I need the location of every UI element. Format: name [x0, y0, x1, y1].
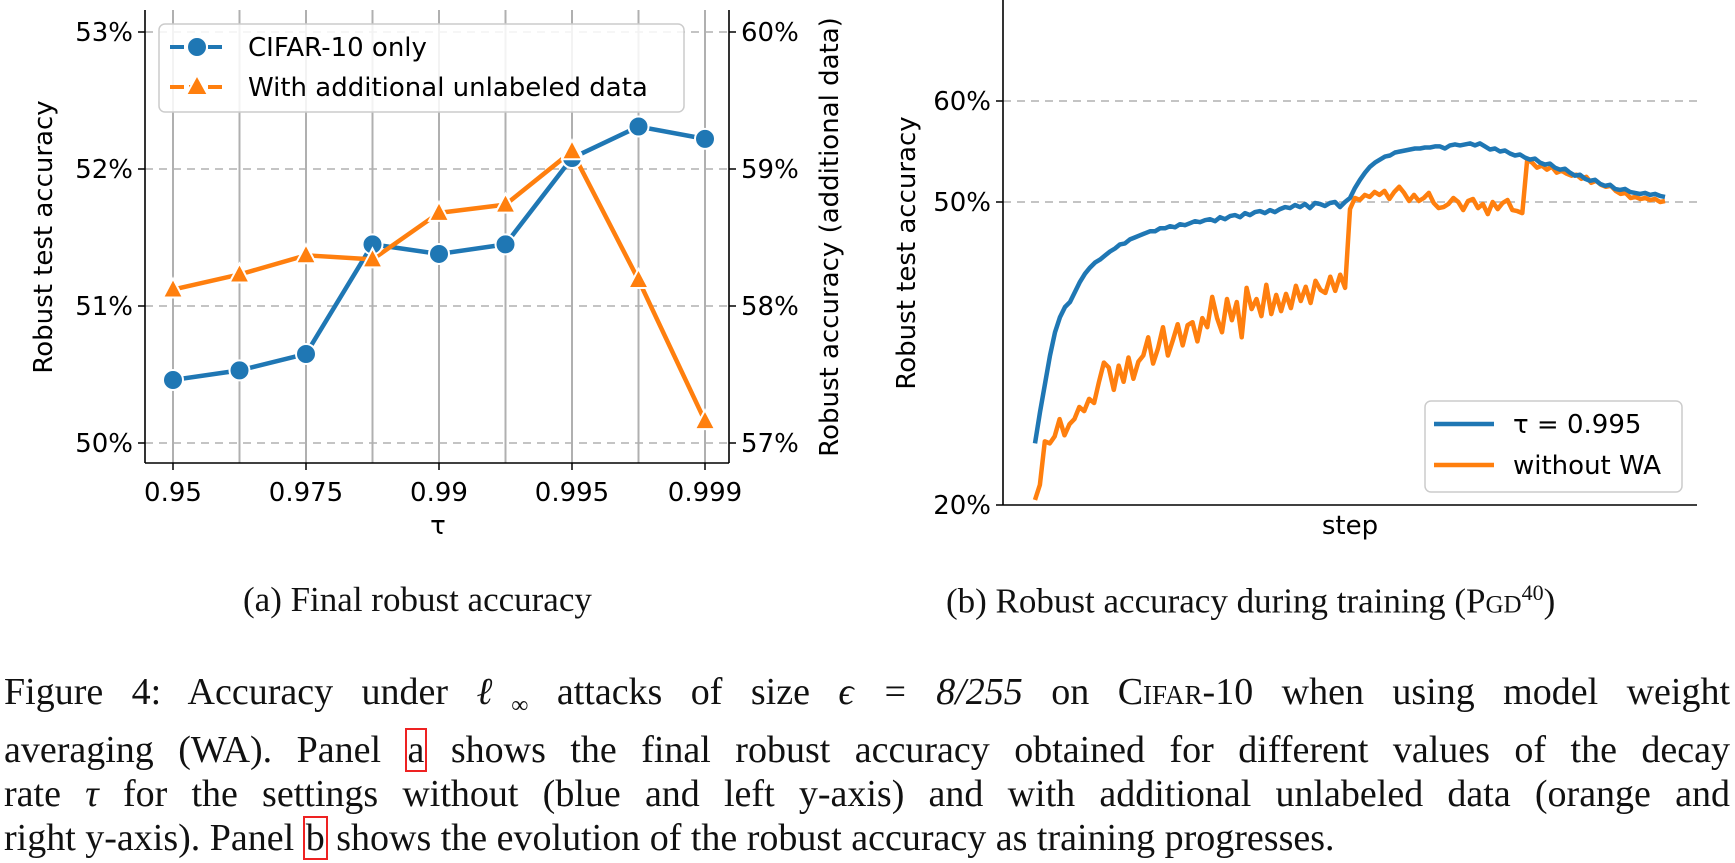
caption-text: right y-axis). Panel [4, 816, 304, 859]
y-tick-label: 60% [933, 87, 991, 117]
legend-label-additional: With additional unlabeled data [248, 73, 648, 103]
data-point-triangle [560, 138, 584, 161]
chart-b-series [1032, 141, 1666, 501]
y-right-tick-label: 59% [741, 155, 799, 185]
chart-b-ylabel: Robust test accuracy [892, 116, 922, 389]
caption-cifar: Cifar [1117, 671, 1203, 713]
data-point-triangle [227, 261, 252, 284]
caption-text: shows the evolution of the robust accura… [326, 816, 1335, 859]
legend-frame [158, 23, 685, 113]
x-tick-label: 0.95 [144, 478, 202, 508]
data-point-triangle [693, 407, 717, 431]
data-point-triangle [626, 266, 651, 289]
chart-a-series [161, 115, 717, 431]
chart-a-ylabel-right: Robust accuracy (additional data) [815, 17, 845, 457]
caption-b-text: (b) Robust accuracy during training ( [946, 581, 1466, 621]
chart-b-xlabel: step [1322, 511, 1378, 541]
y-tick-label: 52% [75, 155, 133, 185]
caption-math-ell: ℓ [476, 671, 512, 713]
legend-triangle-marker [184, 72, 210, 96]
caption-text: Figure 4: Accuracy under [4, 671, 477, 713]
caption-text: averaging (WA). Panel [4, 728, 406, 771]
chart-b-ticks: 20% 50% 60% [933, 87, 1003, 521]
y-tick-label: 51% [75, 292, 133, 322]
figure-charts: 50% 51% 52% 53% 57% 58% 59% 60% 0.95 0.975 0.99 0.9… [29, 0, 1697, 541]
y-right-tick-label: 58% [741, 292, 799, 322]
data-point-triangle [360, 246, 385, 269]
chart-a-legend: CIFAR-10 only With additional unlabeled … [158, 23, 685, 113]
y-tick-label: 20% [933, 491, 991, 521]
panel-a-link[interactable]: a [404, 727, 428, 772]
data-point-circle [494, 233, 517, 256]
caption-line-1: Figure 4: Accuracy under ℓ∞ attacks of s… [4, 670, 1730, 728]
data-point-circle [694, 127, 716, 150]
data-point-circle [295, 342, 317, 365]
caption-line-2: averaging (WA). Panel a shows the final … [4, 727, 1730, 772]
data-point-circle [428, 242, 450, 265]
series-line-tau [1032, 141, 1666, 444]
x-tick-label: 0.995 [535, 478, 609, 508]
caption-b-close: ) [1543, 581, 1556, 621]
caption-math-inf: ∞ [511, 692, 529, 719]
caption-text: rate [4, 772, 86, 815]
legend-label-without-wa: without WA [1513, 451, 1661, 481]
caption-text: -10 when using model weight [1202, 671, 1731, 713]
y-tick-label: 53% [75, 18, 133, 48]
caption-text: shows the final robust accuracy obtained… [426, 728, 1730, 771]
y-right-tick-label: 57% [741, 429, 799, 459]
caption-math-tau: τ [85, 772, 99, 815]
caption-text: on [1022, 671, 1118, 713]
chart-a-xlabel: τ [430, 511, 446, 541]
data-point-circle [162, 368, 184, 391]
subfigure-caption-b: (b) Robust accuracy during training (Pgd… [946, 580, 1555, 622]
data-point-circle [627, 115, 650, 138]
data-point-triangle [161, 276, 185, 299]
legend-circle-marker [186, 36, 208, 58]
chart-b-grid [1003, 100, 1697, 203]
data-point-triangle [294, 242, 318, 265]
caption-b-superscript: 40 [1521, 580, 1544, 605]
subfigure-caption-a: (a) Final robust accuracy [243, 580, 592, 619]
chart-a-axes [144, 10, 730, 464]
chart-a: 50% 51% 52% 53% 57% 58% 59% 60% 0.95 0.975 0.99 0.9… [29, 10, 845, 541]
caption-line-4: right y-axis). Panel b shows the evoluti… [4, 815, 1730, 860]
y-tick-label: 50% [933, 188, 991, 218]
caption-b-pgd: Pgd [1465, 581, 1522, 621]
caption-line-3: rate τ for the settings without (blue an… [4, 772, 1730, 816]
legend-label-tau: τ = 0.995 [1513, 410, 1641, 440]
chart-a-ticks: 50% 51% 52% 53% 57% 58% 59% 60% 0.95 0.975 0.99 0.9… [75, 18, 799, 508]
caption-text: for the settings without (blue and left … [98, 772, 1730, 815]
data-point-circle [228, 359, 251, 382]
panel-b-link[interactable]: b [302, 815, 328, 860]
chart-b-legend: τ = 0.995 without WA [1424, 400, 1683, 493]
chart-a-ylabel: Robust test accuracy [29, 100, 59, 373]
figure-caption: Figure 4: Accuracy under ℓ∞ attacks of s… [4, 670, 1730, 860]
x-tick-label: 0.99 [410, 478, 468, 508]
data-point-triangle [427, 199, 451, 222]
y-right-tick-label: 60% [741, 18, 799, 48]
legend-label-cifar: CIFAR-10 only [248, 33, 427, 63]
chart-b: 20% 50% 60% step Robust test accuracy τ = … [892, 0, 1697, 541]
y-tick-label: 50% [75, 429, 133, 459]
data-point-triangle [493, 191, 518, 214]
x-tick-label: 0.975 [269, 478, 343, 508]
x-tick-label: 0.999 [668, 478, 742, 508]
caption-text: attacks of size [528, 671, 839, 713]
caption-math-epsilon: ϵ = 8/255 [838, 671, 1023, 713]
